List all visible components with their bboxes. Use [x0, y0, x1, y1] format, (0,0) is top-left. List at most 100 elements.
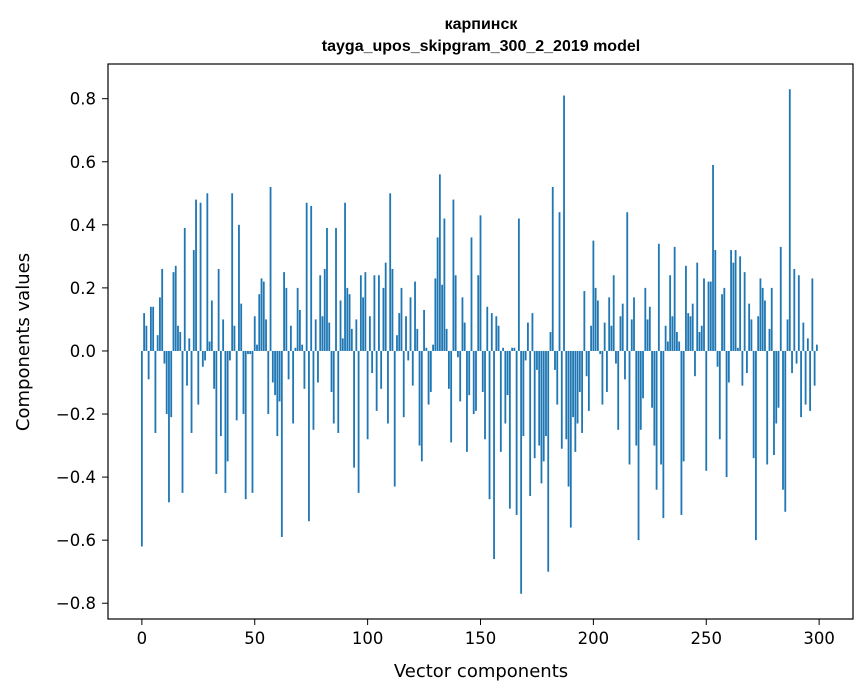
bar-86	[335, 227, 337, 351]
y-axis-ticks: −0.8 −0.6 −0.4 −0.2 0.0 0.2 0.4 0.6 0.8	[56, 90, 108, 613]
bar-31	[210, 300, 213, 351]
bar-5	[152, 306, 155, 351]
bar-290	[795, 350, 798, 364]
bar-35	[219, 350, 222, 437]
bar-162	[506, 350, 509, 396]
bar-216	[628, 350, 631, 465]
bar-198	[587, 350, 590, 411]
bar-67	[292, 350, 295, 424]
y-tick-label: −0.2	[56, 405, 96, 424]
bar-248	[700, 325, 703, 351]
bar-194	[578, 350, 581, 392]
bar-195	[581, 350, 583, 433]
bar-196	[583, 291, 586, 351]
bar-70	[298, 309, 301, 351]
bar-6	[154, 350, 157, 433]
bar-266	[741, 350, 744, 386]
bar-256	[718, 350, 721, 440]
bar-65	[287, 350, 290, 380]
bar-116	[402, 350, 405, 418]
bar-271	[752, 350, 755, 459]
bar-244	[691, 303, 694, 351]
bar-140	[457, 350, 459, 358]
y-tick-label: −0.4	[56, 468, 96, 487]
bar-26	[199, 202, 202, 351]
bar-82	[326, 227, 328, 351]
bar-142	[461, 297, 464, 351]
bar-13	[170, 350, 173, 418]
bar-4	[149, 306, 152, 351]
bar-158	[497, 325, 500, 351]
bar-260	[727, 350, 730, 383]
bar-230	[660, 350, 663, 465]
bar-223	[644, 287, 647, 351]
bar-113	[396, 335, 398, 351]
bar-12	[168, 350, 170, 503]
bar-190	[569, 350, 572, 528]
bar-18	[181, 350, 184, 493]
bar-44	[240, 303, 243, 351]
bar-235	[671, 316, 674, 351]
bar-111	[391, 268, 394, 351]
bar-166	[515, 350, 518, 515]
bar-164	[511, 347, 514, 351]
bar-63	[283, 272, 285, 351]
bar-212	[619, 316, 622, 351]
bar-176	[538, 350, 541, 446]
bar-208	[610, 325, 613, 351]
bar-1	[143, 313, 146, 351]
bar-58	[271, 350, 274, 383]
x-tick-label: 50	[244, 629, 265, 648]
bar-206	[606, 350, 608, 392]
bar-251	[707, 281, 710, 351]
bar-167	[517, 218, 520, 351]
bar-71	[301, 344, 304, 351]
bar-239	[680, 350, 683, 515]
bar-293	[802, 322, 805, 351]
bar-34	[217, 268, 220, 351]
bar-179	[545, 350, 547, 437]
bar-143	[463, 322, 466, 351]
bar-127	[427, 350, 430, 405]
bar-207	[608, 297, 611, 351]
bar-125	[423, 309, 425, 351]
bar-139	[454, 275, 457, 351]
bar-15	[174, 265, 177, 351]
bar-204	[601, 350, 604, 405]
x-tick-label: 300	[803, 629, 835, 648]
bar-185	[558, 212, 561, 351]
bar-84	[330, 350, 333, 392]
bar-93	[350, 328, 353, 351]
bar-229	[657, 243, 660, 351]
bar-45	[242, 350, 245, 415]
bar-51	[256, 344, 258, 351]
bar-60	[276, 350, 279, 437]
bar-76	[312, 350, 315, 430]
bar-150	[479, 215, 482, 351]
bar-131	[436, 237, 439, 351]
bar-275	[761, 287, 764, 351]
bar-30	[208, 341, 211, 351]
chart-subtitle: tayga_upos_skipgram_300_2_2019 model	[322, 38, 640, 55]
bar-231	[662, 350, 665, 519]
bar-117	[405, 316, 407, 351]
bar-218	[633, 297, 635, 351]
bar-66	[289, 325, 292, 351]
bar-39	[229, 350, 231, 361]
bar-228	[655, 350, 658, 490]
bar-236	[673, 246, 676, 351]
bar-240	[682, 350, 685, 462]
bar-296	[809, 350, 812, 411]
bar-184	[556, 350, 559, 405]
bar-234	[669, 275, 672, 351]
bar-211	[617, 350, 620, 430]
bar-49	[251, 350, 254, 493]
bar-200	[592, 240, 595, 351]
bar-289	[793, 268, 796, 351]
bar-272	[755, 350, 757, 541]
bar-37	[224, 350, 227, 493]
bar-269	[748, 303, 751, 351]
bar-25	[197, 350, 200, 405]
bar-68	[294, 347, 297, 351]
bar-153	[486, 306, 489, 351]
